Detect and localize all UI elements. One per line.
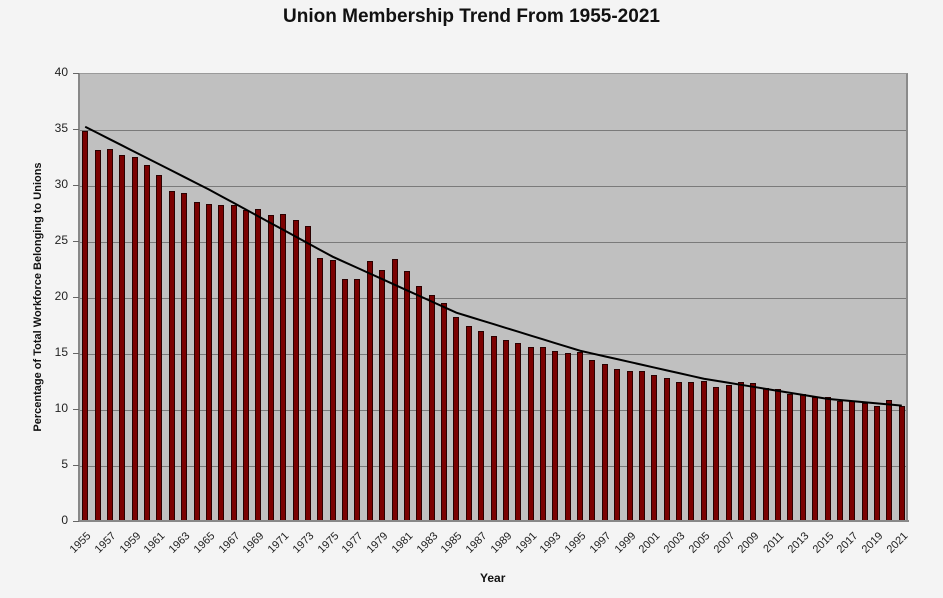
- y-tick-mark: [73, 241, 79, 242]
- x-tick-label: 1973: [290, 530, 317, 556]
- y-tick-label: 10: [54, 401, 68, 415]
- x-tick-label: 1999: [612, 530, 639, 556]
- x-tick-label: 2013: [785, 530, 812, 556]
- x-axis-label: Year: [480, 571, 506, 585]
- y-tick-label: 15: [54, 345, 68, 359]
- x-tick-label: 2001: [637, 530, 663, 556]
- x-tick-label: 2015: [810, 530, 837, 556]
- x-tick-label: 1993: [538, 530, 564, 556]
- x-tick-label: 1961: [142, 530, 168, 556]
- y-tick-label: 0: [61, 513, 68, 527]
- x-tick-label: 1971: [265, 530, 292, 556]
- x-tick-label: 1987: [463, 530, 490, 556]
- x-tick-label: 1985: [439, 530, 465, 556]
- x-tick-label: 2011: [761, 530, 787, 556]
- y-tick-label: 40: [54, 65, 68, 79]
- x-tick-label: 1963: [166, 530, 193, 556]
- y-tick-mark: [73, 185, 79, 186]
- plot-area: [79, 73, 908, 521]
- y-tick-mark: [73, 353, 79, 354]
- x-tick-label: 2021: [884, 530, 911, 556]
- x-tick-label: 1965: [191, 530, 218, 556]
- y-tick-mark: [73, 409, 79, 410]
- y-tick-mark: [73, 465, 79, 466]
- gridline: [79, 130, 906, 131]
- x-tick-label: 2009: [736, 530, 762, 556]
- x-tick-label: 2017: [834, 530, 861, 556]
- x-tick-label: 1969: [241, 530, 267, 556]
- x-tick-label: 2005: [686, 530, 713, 556]
- y-tick-label: 35: [54, 121, 68, 135]
- y-tick-label: 20: [54, 289, 68, 303]
- gridline: [79, 242, 906, 243]
- y-tick-mark: [73, 521, 79, 522]
- chart-title: Union Membership Trend From 1955-2021: [283, 6, 660, 27]
- x-tick-label: 1977: [340, 530, 366, 556]
- gridline: [79, 298, 906, 299]
- x-tick-label: 1989: [488, 530, 515, 556]
- x-tick-label: 1959: [117, 530, 144, 556]
- x-tick-label: 2007: [711, 530, 738, 556]
- y-tick-mark: [73, 73, 79, 74]
- x-tick-label: 1957: [92, 530, 119, 556]
- trend-line: [84, 125, 902, 407]
- x-tick-label: 1997: [587, 530, 614, 556]
- y-tick-label: 30: [54, 177, 68, 191]
- y-tick-mark: [73, 297, 79, 298]
- x-tick-label: 1995: [562, 530, 589, 556]
- y-tick-label: 5: [61, 457, 68, 471]
- x-tick-label: 1981: [389, 530, 416, 556]
- y-axis: [78, 73, 80, 522]
- x-tick-label: 1979: [364, 530, 391, 556]
- x-tick-label: 1975: [315, 530, 342, 556]
- x-axis: [78, 520, 909, 522]
- y-axis-label: Percentage of Total Workforce Belonging …: [32, 162, 44, 432]
- x-tick-label: 2003: [661, 530, 688, 556]
- gridline: [79, 186, 906, 187]
- y-tick-mark: [73, 129, 79, 130]
- x-tick-label: 1983: [414, 530, 441, 556]
- x-tick-label: 1955: [67, 530, 94, 556]
- y-tick-label: 25: [54, 233, 68, 247]
- x-tick-label: 1991: [513, 530, 540, 556]
- x-tick-label: 1967: [216, 530, 243, 556]
- x-tick-label: 2019: [859, 530, 886, 556]
